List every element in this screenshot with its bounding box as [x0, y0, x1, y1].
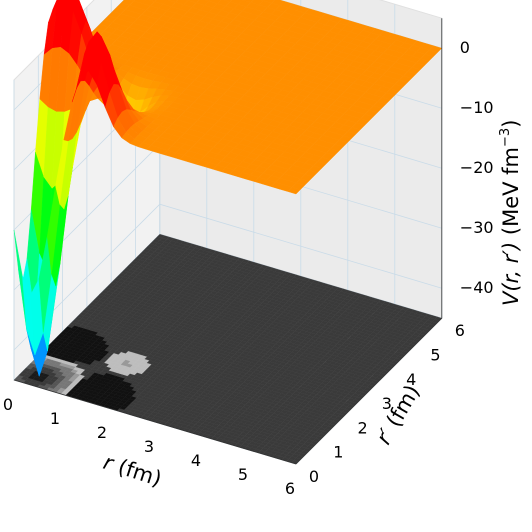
x-tick-label: 1 [50, 409, 60, 428]
x-tick-label: 6 [285, 479, 295, 498]
y-tick-label: 0 [309, 467, 319, 486]
x-tick-label: 5 [238, 465, 248, 484]
z-tick-label: −40 [460, 278, 494, 297]
x-tick-label: 0 [3, 395, 13, 414]
y-tick-label: 2 [358, 418, 368, 437]
z-tick-label: 0 [460, 38, 470, 57]
x-tick-label: 3 [144, 437, 154, 456]
x-axis-label: r (fm) [100, 450, 164, 491]
x-tick-label: 4 [191, 451, 201, 470]
bottom-contour-projection [13, 234, 443, 465]
z-tick-label: −20 [460, 158, 494, 177]
y-tick-label: 6 [455, 321, 465, 340]
z-axis-label: V(r, r′) (MeV fm−3) [498, 120, 523, 306]
y-axis-label: r′ (fm) [372, 381, 425, 449]
y-tick-label: 1 [333, 443, 343, 462]
y-tick-label: 5 [430, 346, 440, 365]
x-tick-label: 2 [97, 423, 107, 442]
z-tick-label: −10 [460, 98, 494, 117]
gridline-z [13, 203, 442, 351]
z-tick-label: −30 [460, 218, 494, 237]
